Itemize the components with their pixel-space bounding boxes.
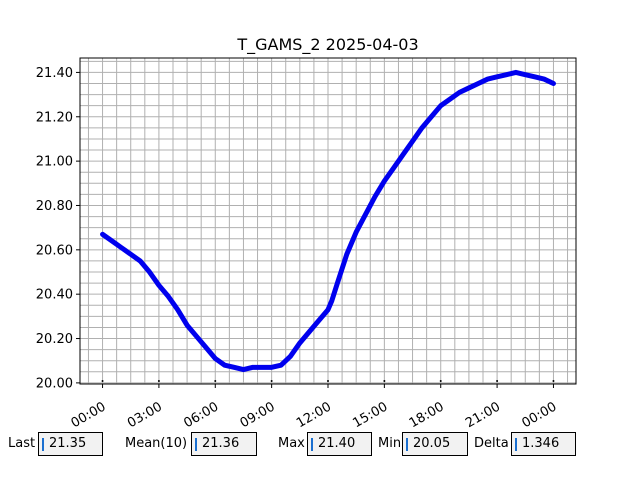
stats-bar: Last 21.35 Mean(10) 21.36 Max 21.40 Min … — [0, 432, 640, 458]
y-tick-label: 21.00 — [36, 155, 73, 170]
max-value-field[interactable]: 21.40 — [307, 432, 372, 456]
mean-label: Mean(10) — [125, 436, 188, 451]
x-tick-label: 12:00 — [294, 399, 334, 430]
line-chart: T_GAMS_2 2025-04-03 20.00 20.20 20.40 20.60… — [36, 35, 577, 430]
y-tick-label: 20.80 — [36, 199, 73, 214]
x-tick-label: 06:00 — [181, 399, 221, 430]
max-label: Max — [278, 436, 305, 451]
y-tick-label: 21.20 — [36, 110, 73, 125]
x-minor-tick — [552, 380, 555, 382]
x-minor-tick — [439, 380, 442, 382]
x-minor-tick — [327, 380, 329, 382]
x-tick-label: 00:00 — [520, 399, 560, 430]
x-tick-label: 00:00 — [69, 399, 109, 430]
last-label: Last — [8, 436, 36, 451]
y-tick-label: 20.20 — [36, 332, 73, 347]
x-minor-tick — [383, 380, 386, 382]
series-line — [100, 69, 556, 373]
y-axis: 20.00 20.20 20.40 20.60 20.80 21.00 21.20 21.40 — [36, 66, 80, 391]
min-value-field[interactable]: 20.05 — [402, 432, 468, 456]
last-value-field[interactable]: 21.35 — [38, 432, 103, 456]
x-minor-tick — [101, 380, 104, 382]
chart-grid — [80, 58, 576, 384]
x-tick-label: 21:00 — [463, 399, 503, 430]
chart-title: T_GAMS_2 2025-04-03 — [236, 35, 418, 55]
min-label: Min — [378, 436, 402, 451]
y-tick-label: 20.60 — [36, 243, 73, 258]
x-axis: 00:00 03:00 06:00 09:00 12:00 15:00 18:00 21:00… — [69, 380, 560, 430]
x-minor-tick — [214, 380, 217, 382]
chart-series — [100, 69, 556, 373]
mean-value-field[interactable]: 21.36 — [191, 432, 257, 456]
x-tick-label: 15:00 — [350, 399, 390, 430]
y-tick-label: 21.40 — [36, 66, 73, 81]
x-tick-label: 18:00 — [407, 399, 447, 430]
delta-value-field[interactable]: 1.346 — [511, 432, 576, 456]
x-minor-tick — [157, 380, 160, 382]
x-minor-tick — [270, 380, 273, 382]
delta-label: Delta — [474, 436, 509, 451]
x-minor-tick — [496, 380, 499, 382]
x-tick-label: 03:00 — [125, 399, 165, 430]
y-tick-label: 20.00 — [36, 376, 73, 391]
y-tick-label: 20.40 — [36, 288, 73, 303]
x-tick-label: 09:00 — [238, 399, 278, 430]
